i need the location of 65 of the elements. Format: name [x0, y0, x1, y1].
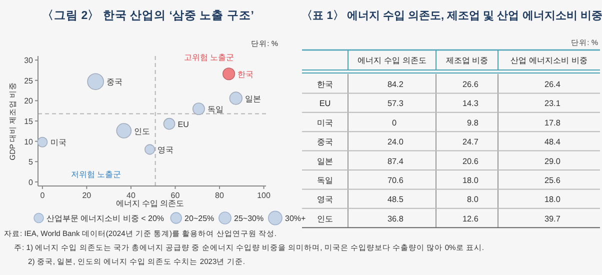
category-label: 독일 [317, 176, 333, 185]
y-tick-label: 0 [28, 178, 34, 187]
data-label: 26.4 [544, 80, 561, 89]
data-label: 36.8 [387, 214, 404, 224]
legend-label: 30%+ [285, 214, 306, 223]
data-label: 57.3 [387, 99, 404, 108]
category-label: 일본 [317, 156, 333, 166]
text: 〈표 1〉 에너지 수입 의존도, 제조업 및 산업 에너지소비 비중 [302, 9, 602, 22]
data-label: 23.1 [544, 99, 561, 108]
annotation: 한국 [238, 70, 254, 79]
x-axis-title: 에너지 수입 의존도 [116, 199, 184, 208]
category-label: 한국 [317, 80, 333, 89]
data-label: 84.2 [387, 80, 404, 89]
x-tick-label: 60 [170, 191, 180, 200]
chart-title: 〈그림 2〉 한국 산업의 ‘삼중 노출 구조’ [42, 9, 254, 22]
annotation: 저위험 노출군 [70, 170, 122, 179]
x-tick-label: 0 [40, 191, 46, 200]
data-label: 48.4 [544, 138, 561, 147]
data-label: 26.6 [462, 80, 479, 89]
annotation: 미국 [50, 138, 66, 148]
data-label: 24.0 [387, 138, 404, 147]
y-tick-label: 30 [24, 56, 34, 66]
data-label: 39.7 [544, 214, 561, 224]
annotation: 중국 [106, 78, 123, 87]
data-label: 17.8 [544, 118, 561, 128]
category-label: 영국 [317, 195, 333, 204]
category-label: 중국 [317, 138, 333, 147]
x-tick-label: 20 [82, 191, 92, 200]
y-tick-label: 10 [24, 137, 34, 146]
data-label: 24.7 [462, 138, 479, 147]
x-tick-label: 80 [215, 191, 225, 200]
text: 제조업 비중 [446, 56, 488, 65]
y-tick-label: 15 [24, 117, 34, 126]
data-label: 25.6 [544, 176, 561, 185]
text: 산업 에너지소비 비중 [510, 56, 588, 65]
text: 에너지 수입 의존도 [358, 56, 426, 65]
y-tick-label: 5 [28, 158, 34, 167]
annotation: 영국 [158, 145, 174, 154]
x-tick-label: 100 [257, 191, 272, 200]
annotation: 고위험 노출군 [184, 53, 234, 62]
data-label: 9.8 [467, 118, 479, 128]
legend-label: 25~30% [234, 214, 264, 223]
y-tick-label: 20 [24, 96, 34, 106]
annotation: 인도 [134, 126, 150, 136]
annotation: 독일 [208, 104, 224, 114]
legend-label: 산업부문 에너지소비 비중 < 20% [46, 214, 164, 223]
data-label: 70.6 [387, 176, 404, 185]
data-label: 18.0 [462, 176, 479, 185]
data-label: 29.0 [544, 156, 561, 166]
data-label: 14.3 [462, 99, 479, 108]
data-label: 20.6 [462, 156, 479, 166]
category-label: 인도 [317, 214, 333, 224]
data-label: 0 [392, 118, 397, 128]
category-label: 미국 [317, 118, 333, 128]
data-label: 18.0 [544, 195, 561, 204]
annotation: EU [178, 120, 190, 129]
annotation: 일본 [245, 94, 262, 104]
data-label: 87.4 [387, 156, 404, 166]
x-tick-label: 40 [126, 191, 136, 200]
category-label: EU [319, 99, 331, 108]
y-tick-label: 25 [24, 76, 34, 86]
legend-label: 20~25% [184, 214, 214, 223]
data-label: 12.6 [462, 214, 479, 224]
data-label: 48.5 [387, 195, 404, 204]
data-label: 8.0 [467, 195, 479, 204]
